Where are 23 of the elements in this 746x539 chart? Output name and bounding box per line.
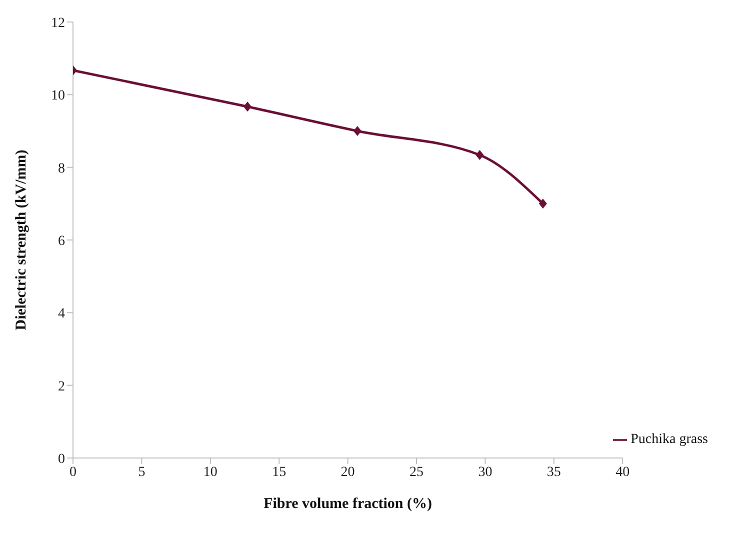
x-tick-label: 35 [546,464,561,480]
y-tick-label: 8 [58,161,65,176]
y-tick-label: 10 [51,88,65,104]
x-tick-label: 20 [340,464,355,480]
x-axis-title: Fibre volume fraction (%) [264,496,432,512]
x-tick-label: 25 [410,464,424,480]
x-tick-label: 15 [272,464,286,480]
y-tick-label: 4 [58,306,65,322]
point [353,126,362,136]
x-tick-label: 30 [478,464,492,480]
point [476,150,484,160]
y-axis-title: Dielectric strength (kV/mm) [13,150,30,330]
x-tick-label: 10 [203,464,218,480]
y-tick-label: 2 [58,379,65,394]
y-tick-label: 12 [51,16,65,31]
y-tick-label: 0 [58,452,65,467]
point [538,198,547,209]
y-tick-label: 6 [58,234,65,249]
point [244,102,252,112]
x-tick-label: 40 [616,464,630,480]
legend-label: Puchika grass [630,432,708,447]
x-tick-label: 0 [70,464,76,480]
x-tick-label: 5 [138,464,146,480]
